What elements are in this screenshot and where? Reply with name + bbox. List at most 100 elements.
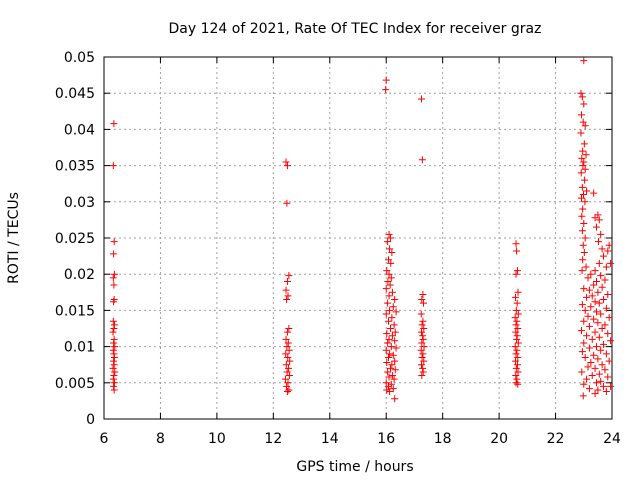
data-point <box>579 256 587 264</box>
data-point <box>511 314 519 322</box>
data-point <box>110 321 118 329</box>
data-point <box>389 303 397 311</box>
x-tick-label: 8 <box>156 431 165 447</box>
data-point <box>390 321 398 329</box>
data-point <box>513 267 521 275</box>
data-point <box>601 366 609 374</box>
data-point <box>283 199 291 207</box>
data-point <box>391 328 399 336</box>
data-point <box>386 387 394 395</box>
data-point <box>419 290 427 298</box>
data-point <box>392 344 400 352</box>
data-point <box>417 346 425 354</box>
data-point <box>418 95 425 103</box>
data-point <box>389 385 397 393</box>
data-point <box>386 306 394 314</box>
data-point <box>578 267 586 275</box>
data-point <box>511 293 519 301</box>
data-point <box>600 296 608 304</box>
data-point <box>385 292 393 300</box>
y-axis-label: ROTI / TECUs <box>6 192 22 284</box>
data-point <box>283 296 291 304</box>
data-point <box>584 363 592 371</box>
data-point <box>111 368 119 376</box>
x-tick-label: 16 <box>377 431 395 447</box>
data-point <box>594 238 602 246</box>
data-point <box>109 364 117 372</box>
data-point <box>513 317 521 325</box>
data-point <box>605 241 613 249</box>
data-point <box>604 290 612 298</box>
data-point <box>604 373 612 381</box>
data-point <box>581 353 589 361</box>
data-point <box>283 382 291 390</box>
data-point <box>383 359 391 367</box>
data-point <box>581 234 589 242</box>
data-point <box>585 322 593 330</box>
data-point <box>513 335 521 343</box>
data-point <box>386 364 394 372</box>
y-tick-label: 0.045 <box>55 86 95 102</box>
data-point <box>419 350 427 358</box>
data-point <box>514 353 522 361</box>
data-point <box>384 277 392 285</box>
data-point <box>284 292 292 300</box>
data-point <box>600 252 608 260</box>
data-point <box>602 304 610 312</box>
data-point <box>607 382 615 390</box>
data-point <box>418 321 426 329</box>
data-point <box>590 189 598 197</box>
data-point <box>419 317 427 325</box>
y-tick-label: 0.04 <box>64 122 95 138</box>
data-point <box>109 317 117 325</box>
data-point <box>285 372 293 380</box>
data-point <box>514 339 522 347</box>
data-point <box>388 288 396 296</box>
data-point <box>605 314 613 322</box>
data-point <box>602 263 610 271</box>
data-point <box>110 353 118 361</box>
data-point <box>590 351 598 359</box>
data-point <box>418 361 425 369</box>
data-point <box>110 382 118 390</box>
data-point <box>513 247 521 255</box>
y-tick-label: 0 <box>86 412 95 428</box>
data-point <box>387 343 395 351</box>
data-point <box>283 368 291 376</box>
data-point <box>513 375 521 383</box>
data-point <box>109 162 117 170</box>
data-point <box>391 337 399 345</box>
data-point <box>580 380 588 388</box>
data-point <box>418 328 425 336</box>
data-point <box>512 240 520 248</box>
data-point <box>384 317 392 325</box>
data-point <box>578 227 586 235</box>
data-point <box>594 319 602 327</box>
data-point <box>605 357 613 365</box>
data-point <box>283 328 291 336</box>
data-point <box>582 263 590 271</box>
data-point <box>597 230 605 238</box>
data-point <box>585 385 593 393</box>
data-point <box>382 76 390 84</box>
data-point <box>595 370 603 378</box>
data-point <box>585 286 593 294</box>
data-point <box>602 350 610 358</box>
data-point <box>110 238 118 246</box>
data-point <box>511 357 519 365</box>
data-point <box>584 274 592 282</box>
data-point <box>282 361 290 369</box>
data-point <box>512 372 520 380</box>
data-point <box>579 241 587 249</box>
data-point <box>590 315 598 323</box>
data-point <box>597 310 605 318</box>
data-point <box>597 272 605 280</box>
data-point <box>284 379 292 387</box>
data-point <box>578 154 586 162</box>
data-point <box>578 301 586 309</box>
x-tick-label: 6 <box>100 431 109 447</box>
data-point <box>579 162 587 170</box>
data-point <box>384 382 392 390</box>
data-point <box>580 158 588 166</box>
